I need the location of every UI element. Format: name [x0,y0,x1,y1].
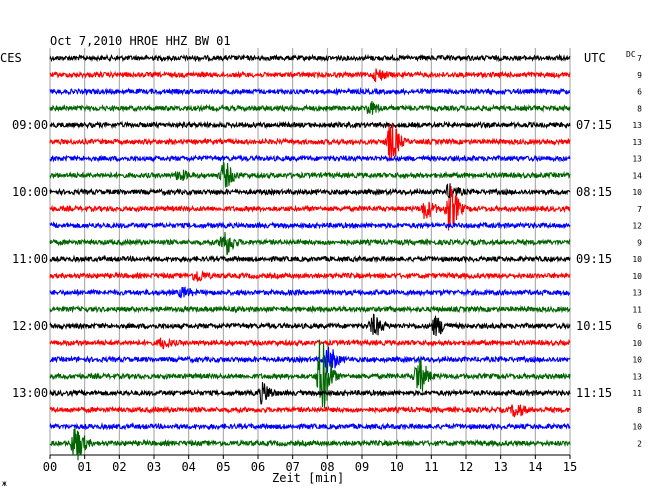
right-time-label: 10:15 [576,319,612,333]
trace-3 [49,87,571,96]
trace-9 [49,183,571,199]
trace-5 [49,120,571,130]
x-tick-label-05: 05 [216,460,230,474]
dc-offset-label: 13 [632,372,642,381]
x-tick-label-03: 03 [147,460,161,474]
x-tick-label-04: 04 [181,460,195,474]
dc-offset-label: 13 [632,121,642,130]
x-axis-label: Zeit [min] [272,471,344,485]
trace-17 [49,313,571,337]
left-time-label: 13:00 [12,386,48,400]
x-tick-label-12: 12 [459,460,473,474]
dc-offset-label: 9 [637,238,642,247]
left-axis-label: CES [0,51,22,65]
corner-mark: ж [2,479,7,488]
dc-label: DC [626,50,636,59]
dc-offset-label: 13 [632,155,642,164]
dc-offset-label: 13 [632,138,642,147]
dc-offset-label: 14 [632,171,642,180]
trace-16 [49,304,571,314]
dc-offset-label: 6 [637,322,642,331]
x-tick-label-01: 01 [77,460,91,474]
right-time-label: 11:15 [576,386,612,400]
side-labels: 09:00 10:00 11:00 12:00 13:00 07:15 08:15 09:15… [12,54,642,448]
dc-offset-label: 13 [632,289,642,298]
x-tick-label-00: 00 [43,460,57,474]
trace-18 [49,337,571,350]
dc-offset-label: 8 [637,406,642,415]
dc-offset-label: 7 [637,54,642,63]
trace-4 [49,100,571,115]
dc-offset-label: 12 [632,222,642,231]
dc-offset-label: 6 [637,88,642,97]
trace-11 [49,221,571,230]
trace-2 [49,68,571,83]
x-tick-label-08: 08 [320,460,334,474]
dc-offset-label: 10 [632,339,642,348]
trace-22 [49,403,571,418]
trace-14 [49,269,571,283]
trace-1 [49,53,571,63]
right-axis-label: UTC [584,51,606,65]
x-tick-label-07: 07 [285,460,299,474]
dc-offset-label: 11 [632,389,642,398]
dc-offset-label: 2 [637,439,642,448]
x-tick-label-11: 11 [424,460,438,474]
right-time-label: 09:15 [576,252,612,266]
trace-6 [49,123,571,161]
trace-21 [49,382,571,405]
trace-8 [49,160,571,188]
left-time-label: 12:00 [12,319,48,333]
chart-title: Oct 7,2010 HROE HHZ BW 01 [50,34,231,48]
dc-offset-label: 9 [637,71,642,80]
x-tick-label-15: 15 [563,460,577,474]
trace-12 [49,231,571,256]
dc-offset-label: 10 [632,423,642,432]
x-tick-label-13: 13 [493,460,507,474]
grid-lines [49,48,571,456]
x-tick-label-14: 14 [528,460,542,474]
trace-19 [49,346,571,373]
x-tick-label-02: 02 [112,460,126,474]
trace-15 [49,286,571,299]
x-tick-label-10: 10 [389,460,403,474]
x-axis-ticks: 00 01 02 03 04 05 06 07 08 09 10 11 12 13 14 15 [43,455,577,474]
trace-23 [49,422,571,431]
left-time-label: 09:00 [12,118,48,132]
left-time-label: 11:00 [12,252,48,266]
right-time-label: 07:15 [576,118,612,132]
dc-offset-label: 10 [632,272,642,281]
trace-10 [49,185,571,231]
right-time-label: 08:15 [576,185,612,199]
trace-7 [49,154,571,163]
dc-offset-label: 10 [632,356,642,365]
x-tick-label-06: 06 [251,460,265,474]
dc-offset-label: 7 [637,205,642,214]
dc-offset-label: 10 [632,255,642,264]
trace-group [49,53,571,461]
dc-offset-label: 11 [632,305,642,314]
trace-24 [49,427,571,461]
dc-offset-label: 8 [637,104,642,113]
trace-20 [49,339,571,409]
x-tick-label-09: 09 [355,460,369,474]
dc-offset-label: 10 [632,188,642,197]
trace-13 [49,254,571,264]
left-time-label: 10:00 [12,185,48,199]
